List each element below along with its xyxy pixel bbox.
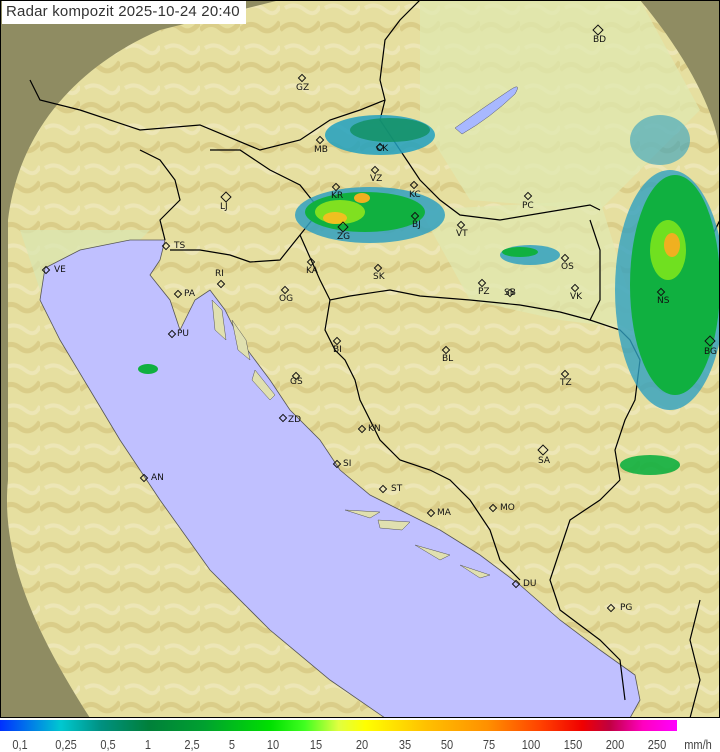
legend-label: 35: [398, 737, 412, 752]
legend-label: 50: [440, 737, 454, 752]
city-label: KA: [306, 266, 318, 276]
legend-label: 0,25: [55, 737, 77, 752]
city-label: VZ: [370, 174, 383, 184]
city-label: ZG: [337, 232, 351, 242]
city-label: KR: [331, 191, 344, 201]
city-label: MA: [437, 508, 451, 518]
city-label: KC: [409, 190, 421, 200]
precipitation-color-scale: [0, 720, 677, 731]
city-label: PZ: [478, 287, 490, 297]
north-plain: [420, 0, 700, 210]
city-label: GS: [290, 377, 303, 387]
legend-label: 200: [605, 737, 625, 752]
city-label: NS: [657, 296, 670, 306]
city-label: OS: [561, 262, 574, 272]
map-title: Radar kompozit 2025-10-24 20:40: [2, 1, 246, 24]
radar-map[interactable]: [0, 0, 720, 718]
legend-label: 2,5: [184, 737, 200, 752]
legend-label: 150: [563, 737, 583, 752]
city-label: GZ: [296, 83, 310, 93]
city-label: BJ: [412, 220, 421, 230]
city-label: TZ: [560, 378, 572, 388]
city-label: VT: [456, 229, 468, 239]
city-label: BL: [442, 354, 454, 364]
city-label: SA: [538, 456, 551, 466]
legend-label: 1: [144, 737, 152, 752]
city-label: PG: [620, 603, 633, 613]
city-label: MB: [314, 145, 328, 155]
city-label: BI: [333, 345, 342, 355]
islands: [211, 299, 491, 579]
legend-label: 100: [521, 737, 541, 752]
city-label: CK: [376, 144, 389, 154]
legend-label: 15: [309, 737, 323, 752]
legend-label: 75: [482, 737, 496, 752]
city-label: BD: [593, 35, 607, 45]
legend-label: 20: [355, 737, 369, 752]
city-label: PU: [177, 329, 190, 339]
city-label: PA: [184, 289, 196, 299]
city-label: LJ: [220, 202, 228, 212]
lake-balaton: [454, 86, 518, 135]
city-label: SK: [373, 272, 385, 282]
radar-echoes: [138, 115, 720, 475]
city-label: SB: [504, 288, 516, 298]
legend-label: 5: [228, 737, 236, 752]
legend-unit: mm/h: [684, 737, 712, 752]
city-label: DU: [523, 579, 537, 589]
city-label: MO: [500, 503, 515, 513]
legend-label: 0,5: [100, 737, 116, 752]
city-label: TS: [174, 241, 186, 251]
city-label: PC: [522, 201, 534, 211]
legend-label: 250: [647, 737, 667, 752]
city-label: BG: [704, 347, 717, 357]
city-label: AN: [151, 473, 164, 483]
legend-label: 10: [266, 737, 280, 752]
city-label: SI: [343, 459, 352, 469]
city-label: VE: [54, 265, 66, 275]
city-label: RI: [215, 269, 224, 279]
city-label: ZD: [288, 415, 302, 425]
country-borders: [29, 0, 720, 718]
city-label: KN: [368, 424, 381, 434]
adriatic-sea: [39, 239, 641, 718]
legend-label: 0,1: [12, 737, 28, 752]
city-label: VK: [570, 292, 583, 302]
city-label: OG: [279, 294, 294, 304]
city-label: ST: [391, 484, 403, 494]
